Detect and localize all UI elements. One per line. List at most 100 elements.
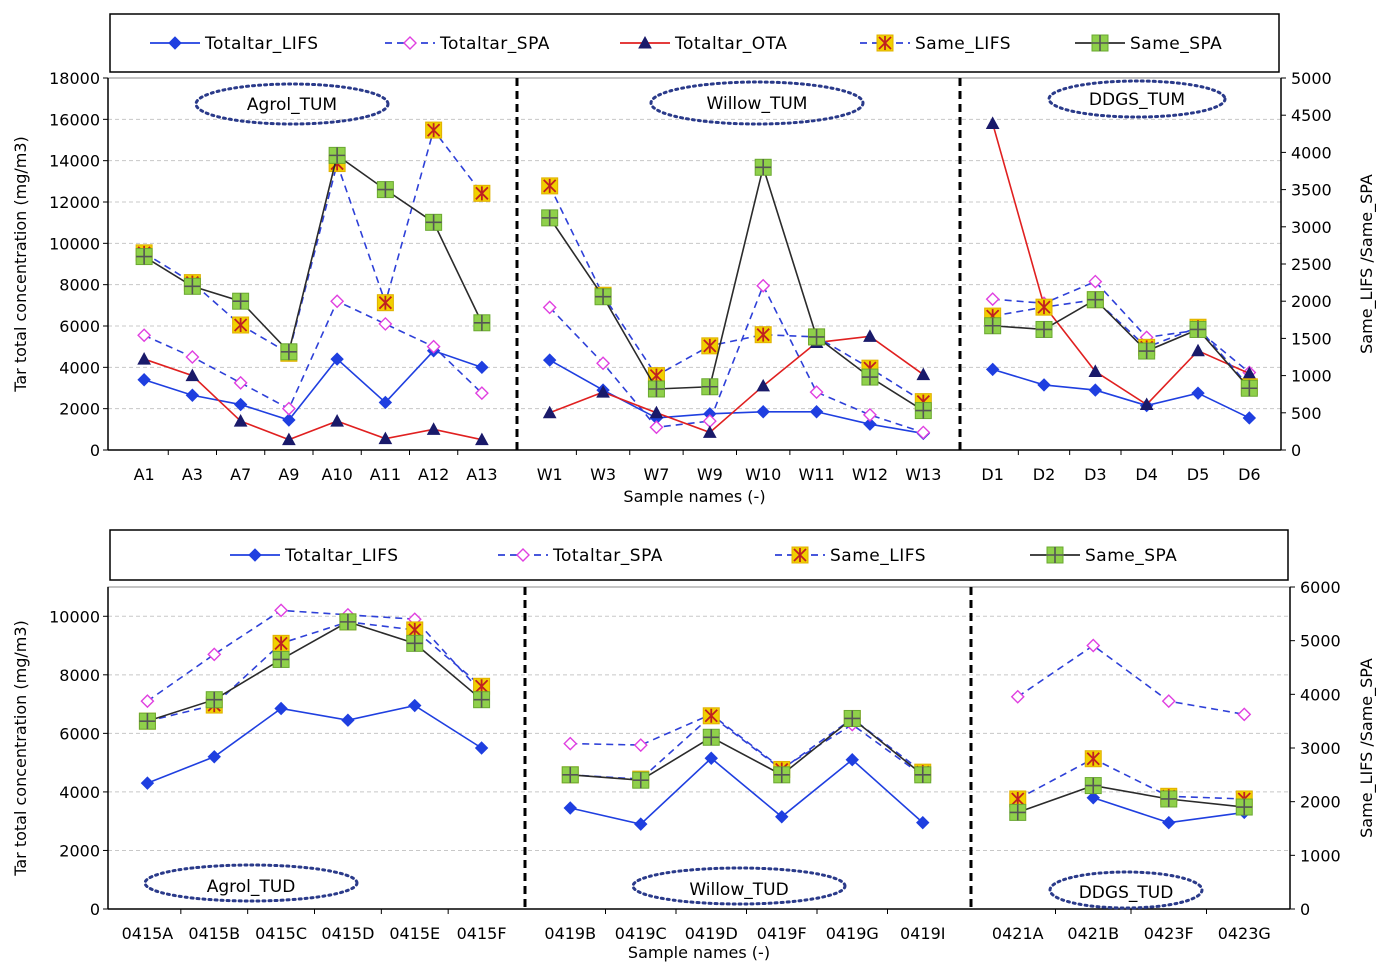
data-point [916, 367, 931, 381]
y2-tick-label: 2000 [1300, 793, 1341, 812]
x-tick-label: A9 [278, 465, 299, 484]
marker-cross [378, 295, 393, 310]
data-point [843, 709, 861, 727]
data-point [280, 343, 298, 361]
data-point [330, 414, 344, 427]
legend-item: Same_SPA [1075, 34, 1222, 54]
data-point [1242, 411, 1257, 425]
x-tick-label: W13 [905, 465, 941, 484]
legend-marker [403, 36, 417, 50]
data-point [775, 810, 789, 824]
data-point [1035, 320, 1053, 338]
marker-cross [773, 766, 790, 783]
data-point [183, 277, 201, 295]
legend-label: Totaltar_LIFS [204, 34, 319, 54]
y2-tick-label: 1000 [1300, 846, 1341, 865]
y2-tick-label: 1500 [1291, 329, 1332, 348]
marker-cross [703, 338, 717, 353]
data-point [863, 417, 877, 431]
data-point [272, 650, 290, 668]
data-point [985, 116, 1000, 129]
legend-marker [638, 35, 652, 49]
x-tick-label: D2 [1033, 465, 1056, 484]
y-tick-label: 2000 [59, 400, 100, 419]
series-line [143, 154, 483, 354]
data-point [1161, 694, 1176, 709]
x-tick-label: 0419I [900, 924, 945, 943]
marker-cross [756, 327, 770, 342]
y2-tick-label: 5000 [1300, 632, 1341, 651]
legend-item: Same_LIFS [860, 34, 1011, 54]
data-point [473, 691, 491, 709]
y2-tick-label: 2500 [1291, 255, 1332, 274]
data-point [137, 373, 151, 387]
data-point [754, 158, 772, 176]
series-line [549, 335, 924, 434]
marker-cross [139, 713, 156, 730]
marker-cross [701, 378, 718, 395]
x-tick-label: D3 [1084, 465, 1107, 484]
series-line [549, 164, 924, 412]
legend-label: Totaltar_OTA [674, 34, 787, 54]
series-line [147, 704, 483, 784]
marker-cross [339, 613, 356, 630]
data-point [378, 316, 393, 331]
x-tick-label: 0415F [457, 924, 507, 943]
data-point [594, 288, 612, 306]
legend-label: Totaltar_LIFS [284, 546, 399, 566]
data-point [756, 378, 771, 392]
marker-cross [274, 636, 288, 651]
data-point [596, 385, 610, 398]
series-line [1017, 757, 1245, 800]
group-label: DDGS_TUM [1089, 90, 1185, 110]
group-label: Agrol_TUD [207, 877, 296, 897]
data-point [808, 328, 826, 346]
marker-cross [329, 147, 346, 164]
data-point [233, 397, 248, 412]
data-point [233, 375, 248, 390]
marker-cross [273, 651, 290, 668]
y2-tick-label: 3500 [1291, 181, 1332, 200]
group-label-oval [1047, 79, 1227, 119]
marker-cross [1236, 799, 1253, 816]
x-tick-label: A1 [134, 465, 155, 484]
series-same-spa [135, 146, 1258, 420]
marker-cross [632, 772, 649, 789]
series-line [570, 757, 924, 825]
legend-label: Same_LIFS [830, 546, 926, 566]
x-tick-label: D6 [1238, 465, 1261, 484]
y-axis-title: Tar total concentration (mg/m3) [11, 136, 30, 393]
group-label: Willow_TUD [689, 880, 788, 900]
x-tick-label: D5 [1187, 465, 1210, 484]
data-point [1037, 378, 1051, 392]
legend-item: Totaltar_LIFS [230, 546, 399, 566]
data-point [378, 431, 393, 445]
legend-marker [516, 548, 530, 562]
x-tick-label: 0419G [826, 924, 879, 943]
group-label-oval [143, 863, 359, 903]
data-point [473, 314, 491, 332]
y-tick-label: 6000 [59, 724, 100, 743]
series-totaltar-spa [140, 603, 1252, 783]
x-tick-label: W7 [643, 465, 669, 484]
marker-cross [914, 766, 931, 783]
x-tick-label: A12 [418, 465, 449, 484]
data-point [140, 776, 155, 790]
marker-cross [473, 691, 490, 708]
series-line [991, 123, 1250, 406]
data-point [282, 432, 296, 446]
legend-label: Same_LIFS [915, 34, 1011, 54]
legend-marker [1091, 34, 1109, 52]
data-point [1160, 790, 1178, 808]
y2-tick-label: 0 [1291, 441, 1301, 460]
legend-label: Totaltar_SPA [439, 34, 550, 54]
data-point [596, 356, 611, 371]
data-point [207, 750, 221, 764]
series-line [147, 621, 483, 722]
marker-cross [233, 318, 248, 333]
data-point [542, 353, 557, 367]
chart-panel-1: 0200040006000800010000120001400016000180… [11, 13, 1377, 506]
y-tick-label: 10000 [49, 607, 100, 626]
data-point [633, 738, 648, 753]
x-tick-label: W12 [852, 465, 888, 484]
